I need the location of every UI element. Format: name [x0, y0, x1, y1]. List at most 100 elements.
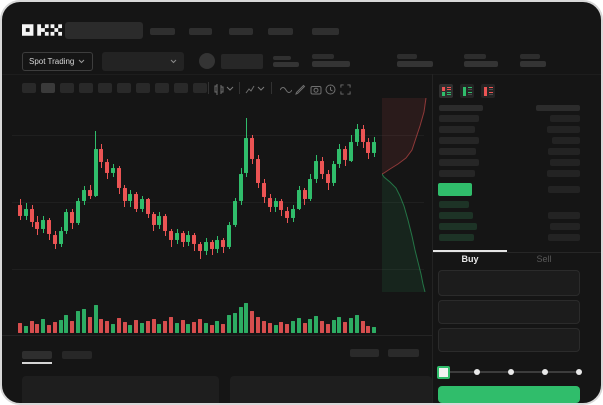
nav-item-placeholder[interactable]	[268, 28, 293, 35]
tab-sell[interactable]: Sell	[536, 254, 552, 264]
stat-label-placeholder	[520, 54, 540, 59]
pair-name-placeholder	[221, 54, 263, 69]
orderbook-view-asks[interactable]	[481, 84, 495, 98]
candle-body	[41, 219, 46, 229]
candle-body	[145, 199, 150, 215]
bottom-control-placeholder[interactable]	[350, 349, 379, 357]
bid-price-placeholder	[439, 223, 477, 230]
volume-bar	[116, 318, 121, 333]
candle-body	[52, 234, 57, 244]
pair-coin-icon	[199, 53, 215, 69]
volume-bar	[180, 320, 185, 333]
bid-price-placeholder	[439, 212, 473, 219]
volume-bar	[221, 324, 226, 333]
last-price-highlight	[438, 183, 472, 196]
candle-body	[232, 201, 237, 226]
volume-bar	[81, 309, 86, 333]
candle-body	[169, 230, 173, 241]
camera-icon[interactable]	[310, 82, 322, 100]
candle-type-dropdown[interactable]	[214, 82, 234, 100]
volume-bar	[151, 319, 156, 333]
indicators-dropdown[interactable]	[245, 82, 265, 100]
candle-body	[139, 199, 144, 209]
candle-body	[128, 193, 133, 202]
panel-divider	[432, 74, 433, 403]
fullscreen-icon[interactable]	[340, 82, 351, 100]
bottom-control-placeholder[interactable]	[388, 349, 419, 357]
volume-bar	[174, 323, 179, 333]
volume-bar	[314, 316, 319, 333]
pencil-icon[interactable]	[295, 82, 306, 100]
timeframe-button[interactable]	[60, 83, 74, 93]
candle-body	[192, 234, 197, 244]
price-input[interactable]	[438, 270, 580, 296]
volume-bar	[250, 311, 255, 333]
volume-bar	[238, 307, 243, 333]
timeframe-button[interactable]	[117, 83, 131, 93]
candle-body	[308, 179, 313, 200]
search-input[interactable]	[65, 22, 143, 39]
last-price-amount-placeholder	[548, 186, 580, 193]
ask-price-placeholder	[439, 170, 475, 177]
volume-bar	[337, 317, 342, 333]
orderbook-view-combined[interactable]	[439, 84, 453, 98]
total-input[interactable]	[438, 328, 580, 352]
stat-label-placeholder	[397, 54, 417, 59]
ask-price-placeholder	[439, 137, 479, 144]
volume-bar	[273, 325, 278, 333]
timeframe-button[interactable]	[193, 83, 207, 93]
market-type-selector[interactable]: Spot Trading	[22, 52, 93, 71]
stat-label-placeholder	[464, 54, 486, 59]
nav-item-placeholder[interactable]	[150, 28, 175, 35]
ask-amount-placeholder	[550, 159, 580, 166]
bottom-tab-orders[interactable]	[22, 351, 52, 359]
timeframe-button[interactable]	[22, 83, 36, 93]
tab-buy[interactable]: Buy	[461, 254, 479, 264]
candle-body	[99, 149, 104, 163]
orders-table-placeholder	[230, 376, 432, 403]
orderbook-view-bids[interactable]	[460, 84, 474, 98]
volume-bar	[372, 327, 377, 333]
volume-bar	[18, 323, 22, 333]
candlestick-chart[interactable]	[2, 98, 432, 335]
timeframe-button[interactable]	[79, 83, 93, 93]
volume-bar	[302, 323, 307, 333]
amount-input[interactable]	[438, 300, 580, 324]
timeframe-button[interactable]	[174, 83, 188, 93]
bottom-tab-underline	[22, 362, 52, 364]
pair-select-dropdown[interactable]	[102, 52, 184, 71]
volume-bar	[244, 303, 249, 333]
volume-bar	[279, 322, 284, 333]
candle-body	[186, 234, 191, 242]
ask-amount-placeholder	[547, 170, 580, 177]
wave-icon[interactable]	[279, 82, 293, 100]
candle-body	[58, 230, 63, 244]
volume-bar	[99, 319, 104, 333]
candle-body	[81, 190, 86, 202]
buy-submit-button[interactable]	[438, 386, 580, 403]
volume-bar	[227, 315, 231, 333]
candle-body	[337, 149, 342, 165]
volume-bar	[308, 319, 313, 333]
volume-bar	[157, 324, 162, 333]
amount-slider[interactable]	[443, 371, 579, 373]
timeframe-button[interactable]	[98, 83, 112, 93]
nav-item-placeholder[interactable]	[189, 28, 212, 35]
history-icon[interactable]	[325, 82, 336, 100]
candle-body	[47, 219, 51, 235]
timeframe-button[interactable]	[136, 83, 150, 93]
volume-bar	[134, 320, 139, 333]
volume-bar	[29, 321, 34, 333]
bottom-tab-history[interactable]	[62, 351, 92, 359]
nav-item-placeholder[interactable]	[229, 28, 253, 35]
volume-bar	[105, 321, 110, 333]
candle-body	[35, 221, 40, 229]
timeframe-button[interactable]	[155, 83, 169, 93]
volume-bar	[296, 318, 301, 333]
candle-body	[360, 129, 365, 142]
nav-item-placeholder[interactable]	[312, 28, 339, 35]
volume-bar	[47, 325, 51, 333]
timeframe-button[interactable]	[41, 83, 55, 93]
stat-label-placeholder	[312, 54, 334, 59]
volume-bar	[331, 320, 336, 333]
